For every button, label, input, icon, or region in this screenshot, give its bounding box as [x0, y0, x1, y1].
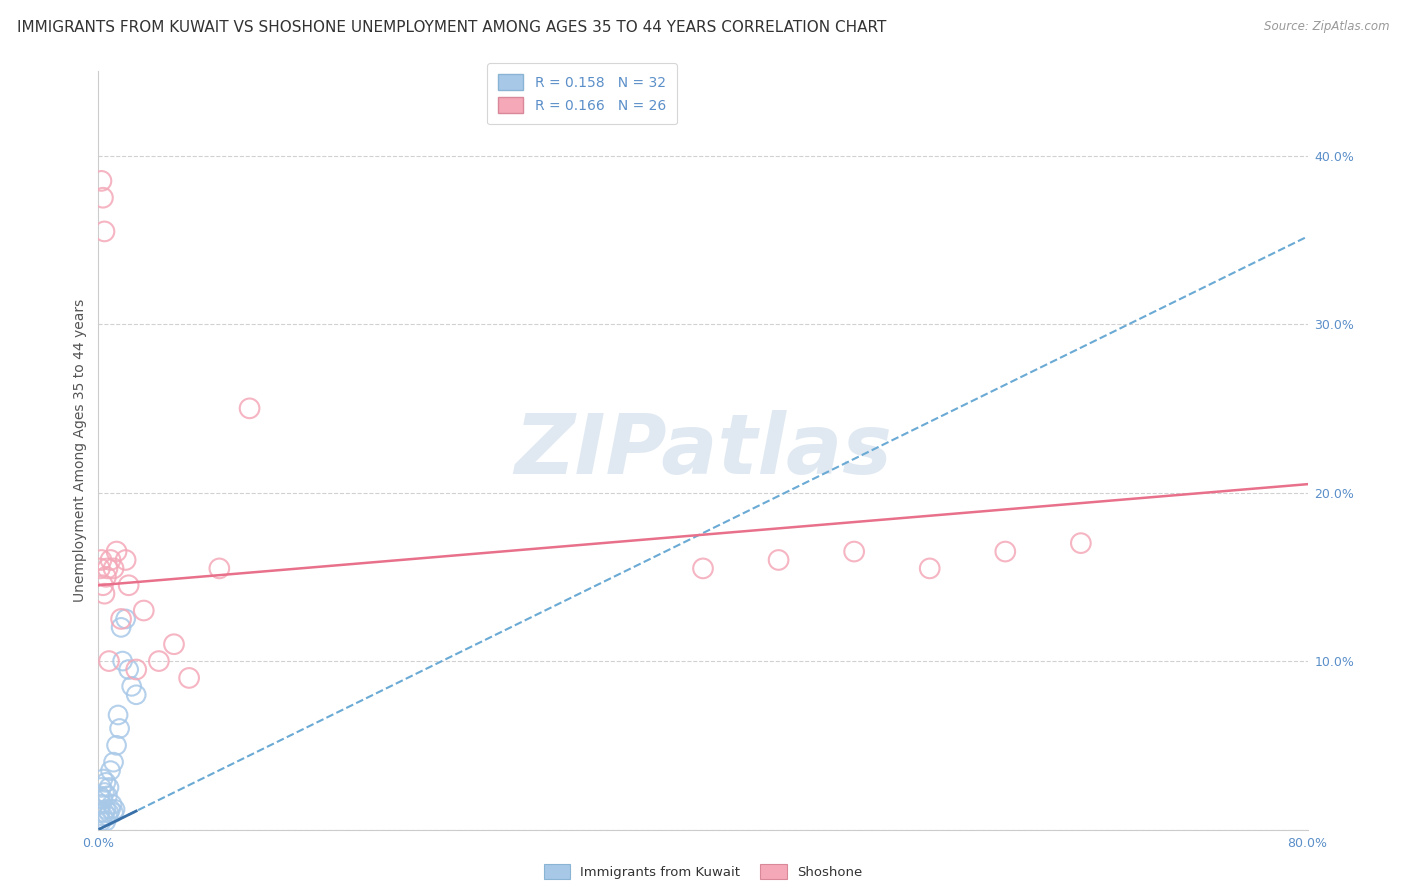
Point: [94, 814, 117, 829]
Point: [94, 570, 117, 584]
Point: [98, 780, 121, 795]
Point: [108, 722, 131, 736]
Point: [110, 620, 132, 634]
Point: [114, 612, 136, 626]
Text: IMMIGRANTS FROM KUWAIT VS SHOSHONE UNEMPLOYMENT AMONG AGES 35 TO 44 YEARS CORREL: IMMIGRANTS FROM KUWAIT VS SHOSHONE UNEMP…: [17, 20, 886, 35]
Point: [93, 224, 115, 238]
Point: [89, 789, 111, 803]
Point: [104, 802, 127, 816]
Point: [98, 654, 121, 668]
Legend: Immigrants from Kuwait, Shoshone: Immigrants from Kuwait, Shoshone: [537, 857, 869, 886]
Text: ZIPatlas: ZIPatlas: [515, 410, 891, 491]
Point: [90, 553, 112, 567]
Point: [93, 805, 115, 820]
Point: [91, 191, 114, 205]
Point: [105, 739, 128, 753]
Point: [110, 612, 132, 626]
Point: [768, 553, 790, 567]
Point: [91, 772, 114, 786]
Point: [94, 802, 117, 816]
Point: [91, 578, 114, 592]
Point: [1070, 536, 1092, 550]
Point: [918, 561, 941, 575]
Point: [90, 780, 112, 795]
Point: [100, 764, 122, 778]
Point: [121, 679, 143, 693]
Point: [90, 174, 112, 188]
Point: [89, 805, 111, 820]
Point: [93, 785, 115, 799]
Point: [163, 637, 186, 651]
Legend: R = 0.158   N = 32, R = 0.166   N = 26: R = 0.158 N = 32, R = 0.166 N = 26: [488, 63, 676, 124]
Point: [105, 544, 128, 558]
Text: Source: ZipAtlas.com: Source: ZipAtlas.com: [1264, 20, 1389, 33]
Point: [96, 809, 118, 823]
Y-axis label: Unemployment Among Ages 35 to 44 years: Unemployment Among Ages 35 to 44 years: [73, 299, 87, 602]
Point: [692, 561, 714, 575]
Point: [239, 401, 262, 416]
Point: [93, 587, 115, 601]
Point: [111, 654, 134, 668]
Point: [94, 775, 117, 789]
Point: [103, 755, 125, 769]
Point: [91, 792, 114, 806]
Point: [148, 654, 170, 668]
Point: [98, 805, 121, 820]
Point: [994, 544, 1017, 558]
Point: [125, 663, 148, 677]
Point: [100, 802, 122, 816]
Point: [132, 603, 155, 617]
Point: [103, 561, 125, 575]
Point: [844, 544, 866, 558]
Point: [90, 797, 112, 812]
Point: [103, 805, 125, 820]
Point: [118, 663, 141, 677]
Point: [96, 789, 118, 803]
Point: [101, 797, 124, 812]
Point: [96, 561, 118, 575]
Point: [179, 671, 201, 685]
Point: [118, 578, 141, 592]
Point: [100, 553, 122, 567]
Point: [90, 814, 112, 829]
Point: [125, 688, 148, 702]
Point: [107, 708, 129, 723]
Point: [91, 809, 114, 823]
Point: [208, 561, 231, 575]
Point: [89, 561, 111, 575]
Point: [114, 553, 136, 567]
